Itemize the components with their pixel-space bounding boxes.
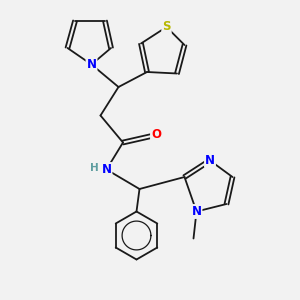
Text: H: H [89, 163, 98, 173]
Text: N: N [101, 163, 112, 176]
Text: N: N [86, 58, 97, 71]
Text: O: O [151, 128, 161, 142]
Text: N: N [205, 154, 215, 167]
Text: S: S [162, 20, 171, 34]
Text: N: N [191, 205, 202, 218]
